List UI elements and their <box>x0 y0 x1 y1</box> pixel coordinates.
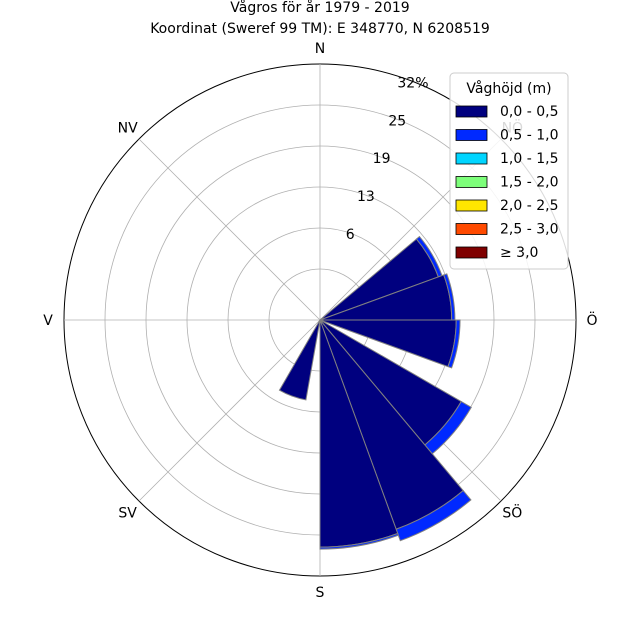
direction-label: NV <box>118 121 138 137</box>
direction-label: N <box>315 41 325 57</box>
legend-label: 0,5 - 1,0 <box>500 128 558 144</box>
radial-tick-labels: 6 13 19 25 32% <box>346 75 429 243</box>
grid-spoke <box>138 138 321 321</box>
legend-label: ≥ 3,0 <box>500 245 538 261</box>
legend-label: 2,5 - 3,0 <box>500 222 558 238</box>
rose-bar-segment <box>319 532 399 550</box>
rose-bar-segment <box>278 319 321 401</box>
radial-tick-label: 6 <box>346 227 355 243</box>
legend-swatch <box>455 223 488 235</box>
legend-swatch <box>455 246 488 259</box>
legend-label: 1,0 - 1,5 <box>500 151 558 167</box>
rose-bars <box>278 235 472 550</box>
direction-label: SV <box>118 505 137 521</box>
grid-spoke <box>138 319 321 502</box>
legend-swatch <box>455 152 488 165</box>
legend-swatch <box>455 105 488 118</box>
legend-items: 0,0 - 0,5 0,5 - 1,0 1,0 - 1,5 1,5 - 2,0 2,0 … <box>455 104 558 261</box>
rose-bar-segment <box>395 489 472 542</box>
direction-label: Ö <box>586 311 597 329</box>
legend-swatch <box>455 129 488 141</box>
radial-tick-label: 25 <box>388 113 406 129</box>
legend-swatch <box>455 176 488 188</box>
direction-label: SÖ <box>502 503 522 521</box>
direction-label: V <box>43 313 53 329</box>
direction-label: S <box>316 585 325 601</box>
chart-title-line1: Vågros för år 1979 - 2019 <box>230 0 409 16</box>
radial-tick-label: 32% <box>397 75 428 91</box>
radial-tick-label: 19 <box>373 151 391 167</box>
legend-frame <box>449 72 569 270</box>
legend-label: 1,5 - 2,0 <box>500 175 558 191</box>
chart-title-line2: Koordinat (Sweref 99 TM): E 348770, N 62… <box>150 21 490 37</box>
rose-bar-segment <box>447 319 461 369</box>
radial-tick-label: 13 <box>357 189 375 205</box>
legend: Våghöjd (m) 0,0 - 0,5 0,5 - 1,0 1,0 - 1,5 1… <box>449 72 569 270</box>
legend-label: 2,0 - 2,5 <box>500 198 558 214</box>
legend-swatch <box>455 199 488 212</box>
legend-label: 0,0 - 0,5 <box>500 104 558 120</box>
legend-title: Våghöjd (m) <box>466 80 551 97</box>
